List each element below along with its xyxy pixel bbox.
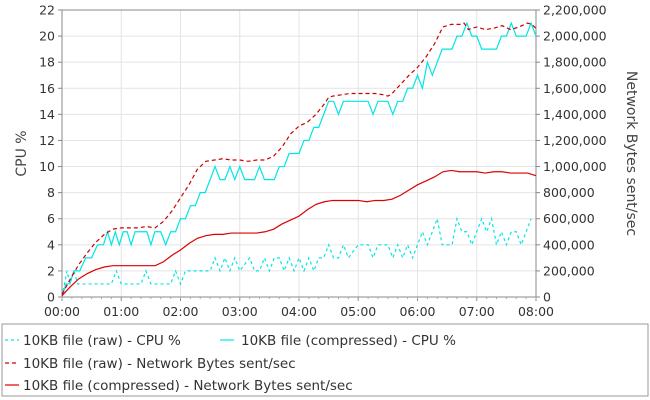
y-right-tick-label: 1,800,000 <box>543 55 607 70</box>
legend-item-compressed-cpu: 10KB file (compressed) - CPU % <box>220 333 456 349</box>
y-left-tick-label: 12 <box>39 133 55 148</box>
x-tick-label: 08:00 <box>518 304 554 319</box>
y-left-tick-label: 6 <box>47 211 55 226</box>
y-left-tick-label: 14 <box>39 107 55 122</box>
x-tick-label: 00:00 <box>44 304 80 319</box>
legend-label: 10KB file (raw) - CPU % <box>23 333 181 349</box>
y-right-tick-label: 400,000 <box>543 237 595 252</box>
y-left-tick-label: 8 <box>47 185 55 200</box>
y-axis-right: 0 200,000 400,000 600,000 800,000 1,000,000 1,… <box>536 3 607 305</box>
y-left-tick-label: 0 <box>47 290 55 305</box>
series-line-2 <box>61 22 537 295</box>
y-left-tick-label: 18 <box>39 55 55 70</box>
y-right-tick-label: 1,200,000 <box>543 133 607 148</box>
y-right-tick-label: 600,000 <box>543 211 595 226</box>
x-tick-label: 05:00 <box>340 304 376 319</box>
x-tick-label: 01:00 <box>103 304 139 319</box>
legend-label: 10KB file (compressed) - CPU % <box>241 333 456 349</box>
y-left-tick-label: 10 <box>39 159 55 174</box>
x-tick-label: 06:00 <box>399 304 435 319</box>
legend-item-raw-cpu: 10KB file (raw) - CPU % <box>5 333 181 349</box>
y-right-tick-label: 800,000 <box>543 185 595 200</box>
y-right-tick-label: 1,000,000 <box>543 159 607 174</box>
series-layer <box>61 21 537 298</box>
legend-item-compressed-network: 10KB file (compressed) - Network Bytes s… <box>5 378 353 394</box>
x-tick-label: 03:00 <box>222 304 258 319</box>
y-left-axis-title: CPU % <box>14 130 30 176</box>
x-axis: 00:00 01:00 02:00 03:00 04:00 05:00 06:00 07:00… <box>44 297 554 319</box>
y-left-tick-label: 22 <box>39 3 55 18</box>
legend-item-raw-network: 10KB file (raw) - Network Bytes sent/sec <box>5 356 296 372</box>
legend-box <box>1 323 649 397</box>
y-right-tick-label: 1,600,000 <box>543 81 607 96</box>
x-tick-label: 04:00 <box>281 304 317 319</box>
y-right-tick-label: 1,400,000 <box>543 107 607 122</box>
y-right-tick-label: 200,000 <box>543 263 595 278</box>
y-left-tick-label: 20 <box>39 29 55 44</box>
y-right-tick-label: 0 <box>543 290 551 305</box>
legend-label: 10KB file (compressed) - Network Bytes s… <box>23 378 353 394</box>
legend-label: 10KB file (raw) - Network Bytes sent/sec <box>23 356 296 372</box>
y-left-tick-label: 2 <box>47 263 55 278</box>
y-right-tick-label: 2,000,000 <box>543 29 607 44</box>
series-line-0 <box>61 216 532 298</box>
x-tick-label: 02:00 <box>162 304 198 319</box>
x-tick-label: 07:00 <box>459 304 495 319</box>
y-left-tick-label: 4 <box>47 237 55 252</box>
y-right-axis-title: Network Bytes sent/sec <box>623 71 639 236</box>
y-left-tick-label: 16 <box>39 81 55 96</box>
legend: 10KB file (raw) - CPU % 10KB file (compr… <box>1 323 649 397</box>
series-line-3 <box>61 169 537 297</box>
y-axis-left: 0 2 4 6 8 10 12 14 16 18 20 22 <box>39 3 62 305</box>
y-right-tick-label: 2,200,000 <box>543 3 607 18</box>
series-line-1 <box>61 21 537 298</box>
